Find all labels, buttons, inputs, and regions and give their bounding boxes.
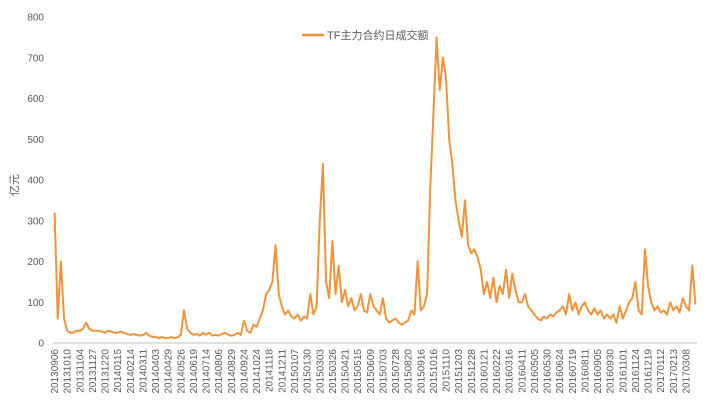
x-tick-label: 20131010 bbox=[63, 349, 74, 394]
x-tick-label: 20140214 bbox=[126, 349, 137, 394]
x-tick-label: 20151110 bbox=[442, 349, 453, 392]
x-tick-label: 20151228 bbox=[467, 349, 478, 394]
x-tick-label: 20130906 bbox=[50, 349, 61, 394]
x-tick-label: 20170308 bbox=[681, 349, 692, 394]
x-tick-label: 20150609 bbox=[366, 349, 377, 394]
x-tick-label: 20140714 bbox=[202, 349, 213, 394]
y-tick-label: 700 bbox=[27, 53, 44, 64]
x-tick-label: 20151016 bbox=[429, 349, 440, 394]
x-tick-label: 20131104 bbox=[75, 349, 86, 393]
x-tick-label: 20141211 bbox=[277, 349, 288, 393]
x-tick-label: 20140429 bbox=[164, 349, 175, 394]
x-tick-label: 20150107 bbox=[290, 349, 301, 394]
x-tick-label: 20140806 bbox=[214, 349, 225, 394]
x-tick-label: 20160411 bbox=[517, 349, 528, 393]
x-tick-label: 20160530 bbox=[543, 349, 554, 394]
x-tick-label: 20140311 bbox=[138, 349, 149, 393]
y-tick-label: 300 bbox=[27, 216, 44, 227]
x-tick-label: 20140115 bbox=[113, 349, 124, 393]
y-tick-label: 100 bbox=[27, 298, 44, 309]
y-axis-label: 亿元 bbox=[8, 174, 21, 196]
x-tick-label: 20131220 bbox=[101, 349, 112, 394]
x-tick-label: 20141024 bbox=[252, 349, 263, 394]
x-tick-label: 20160719 bbox=[568, 349, 579, 394]
x-tick-label: 20140829 bbox=[227, 349, 238, 394]
x-tick-label: 20140403 bbox=[151, 349, 162, 394]
y-tick-label: 400 bbox=[27, 176, 44, 187]
x-tick-label: 20161101 bbox=[618, 349, 629, 393]
x-tick-label: 20150703 bbox=[378, 349, 389, 394]
x-tick-label: 20150728 bbox=[391, 349, 402, 394]
x-tick-label: 20160505 bbox=[530, 349, 541, 394]
x-tick-label: 20150130 bbox=[303, 349, 314, 394]
y-tick-label: 600 bbox=[27, 94, 44, 105]
y-tick-label: 0 bbox=[38, 339, 44, 350]
y-tick-label: 200 bbox=[27, 257, 44, 268]
series-line bbox=[53, 36, 697, 340]
x-tick-label: 20150916 bbox=[416, 349, 427, 394]
y-tick-label: 500 bbox=[27, 135, 44, 146]
x-tick-label: 20170213 bbox=[669, 349, 680, 394]
x-tick-label: 20140924 bbox=[239, 349, 250, 394]
x-tick-label: 20160316 bbox=[505, 349, 516, 394]
x-tick-label: 20160905 bbox=[593, 349, 604, 394]
x-tick-label: 20150326 bbox=[328, 349, 339, 394]
x-tick-label: 20150515 bbox=[353, 349, 364, 394]
x-tick-label: 20160222 bbox=[492, 349, 503, 394]
x-tick-label: 20160811 bbox=[580, 349, 591, 393]
legend-label: TF主力合约日成交额 bbox=[327, 28, 428, 42]
x-tick-label: 20160930 bbox=[606, 349, 617, 394]
x-tick-label: 20131127 bbox=[88, 349, 99, 393]
x-tick-label: 20140619 bbox=[189, 349, 200, 394]
x-tick-label: 20161219 bbox=[644, 349, 655, 394]
x-tick-label: 20170112 bbox=[656, 349, 667, 393]
x-tick-label: 20151203 bbox=[454, 349, 465, 394]
x-tick-label: 20160624 bbox=[555, 349, 566, 394]
x-tick-label: 20150303 bbox=[315, 349, 326, 394]
x-tick-label: 20161124 bbox=[631, 349, 642, 393]
x-tick-label: 20141118 bbox=[265, 349, 276, 392]
x-tick-label: 20150820 bbox=[404, 349, 415, 394]
x-tick-label: 20160121 bbox=[479, 349, 490, 394]
x-tick-label: 20140526 bbox=[176, 349, 187, 394]
x-tick-label: 20150421 bbox=[341, 349, 352, 394]
y-tick-label: 800 bbox=[27, 13, 44, 24]
